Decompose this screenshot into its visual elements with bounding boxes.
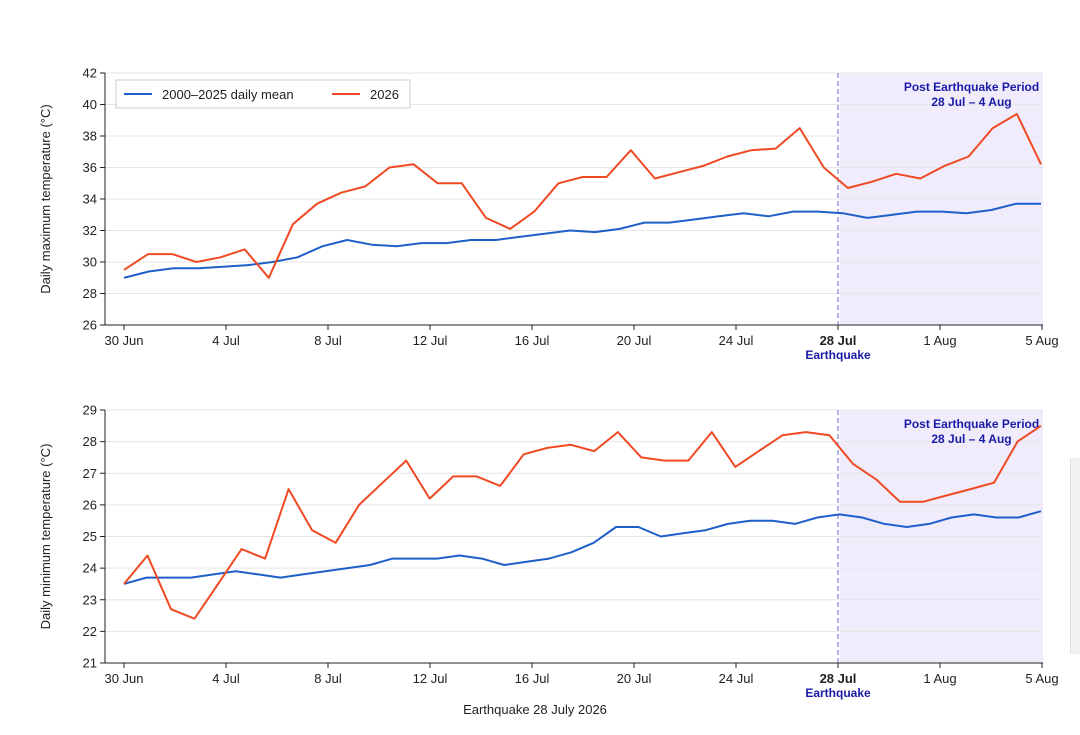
x-tick-label: 24 Jul	[719, 333, 754, 348]
y-tick-label: 42	[83, 66, 97, 81]
series-line-year	[123, 113, 1042, 279]
x-tick-label: 5 Aug	[1025, 671, 1058, 686]
panel-max-temperature: 26 28 30 32 34 36 38 40 42 30 Jun 4 Jul 8 Jul 12 Jul…	[38, 66, 1059, 363]
y-tick-label: 22	[83, 624, 97, 639]
caption-text: Earthquake 28 July 2026	[463, 702, 607, 717]
y-tick-label: 21	[83, 656, 97, 671]
y-tick-label: 40	[83, 97, 97, 112]
panel-min-temperature: 21 22 23 24 25 26 27 28 29 30 Jun 4 Jul 8 Jul 12 Jul…	[38, 403, 1059, 701]
x-tick-label: 12 Jul	[413, 671, 448, 686]
x-tick-label: 30 Jun	[104, 671, 143, 686]
y-tick-label: 26	[83, 497, 97, 512]
y-axis-label: Daily maximum temperature (°C)	[38, 104, 53, 293]
y-tick-label: 28	[83, 286, 97, 301]
series-line-mean	[123, 510, 1042, 585]
x-tick-label: 8 Jul	[314, 333, 342, 348]
series-line-year	[123, 424, 1042, 620]
x-tick-label: 28 Jul	[820, 333, 857, 348]
y-tick-label: 25	[83, 529, 97, 544]
x-tick-label: 16 Jul	[515, 333, 550, 348]
side-edge-panel	[1070, 458, 1080, 654]
x-tick-sublabel: Earthquake	[805, 686, 871, 700]
x-tick-label: 1 Aug	[923, 333, 956, 348]
x-tick-label: 4 Jul	[212, 333, 240, 348]
y-tick-label: 36	[83, 160, 97, 175]
x-tick-label: 20 Jul	[617, 333, 652, 348]
post-event-title: Post Earthquake Period	[904, 80, 1039, 94]
x-tick-label: 12 Jul	[413, 333, 448, 348]
y-axis-label: Daily minimum temperature (°C)	[38, 444, 53, 630]
y-tick-label: 34	[83, 192, 97, 207]
y-tick-label: 27	[83, 466, 97, 481]
figure-caption: Earthquake 28 July 2026	[0, 702, 1080, 717]
x-tick-label: 16 Jul	[515, 671, 550, 686]
y-tick-label: 30	[83, 255, 97, 270]
x-tick-label: 4 Jul	[212, 671, 240, 686]
x-tick-label: 20 Jul	[617, 671, 652, 686]
legend-label-year: 2026	[370, 87, 399, 102]
x-tick-label: 30 Jun	[104, 333, 143, 348]
post-event-subtitle: 28 Jul – 4 Aug	[931, 432, 1011, 446]
legend-box	[115, 79, 411, 109]
x-tick-sublabel: Earthquake	[805, 348, 871, 362]
x-tick-label: 8 Jul	[314, 671, 342, 686]
y-tick-label: 28	[83, 434, 97, 449]
post-event-title: Post Earthquake Period	[904, 417, 1039, 431]
post-event-subtitle: 28 Jul – 4 Aug	[931, 95, 1011, 109]
y-tick-label: 32	[83, 223, 97, 238]
y-tick-label: 38	[83, 129, 97, 144]
legend: 2000–2025 daily mean 2026	[115, 79, 411, 109]
y-tick-label: 23	[83, 592, 97, 607]
x-tick-label: 1 Aug	[923, 671, 956, 686]
y-tick-label: 26	[83, 318, 97, 333]
y-tick-label: 24	[83, 561, 97, 576]
x-tick-label: 5 Aug	[1025, 333, 1058, 348]
x-tick-label: 28 Jul	[820, 671, 857, 686]
y-tick-label: 29	[83, 403, 97, 418]
x-tick-label: 24 Jul	[719, 671, 754, 686]
legend-label-mean: 2000–2025 daily mean	[162, 87, 294, 102]
